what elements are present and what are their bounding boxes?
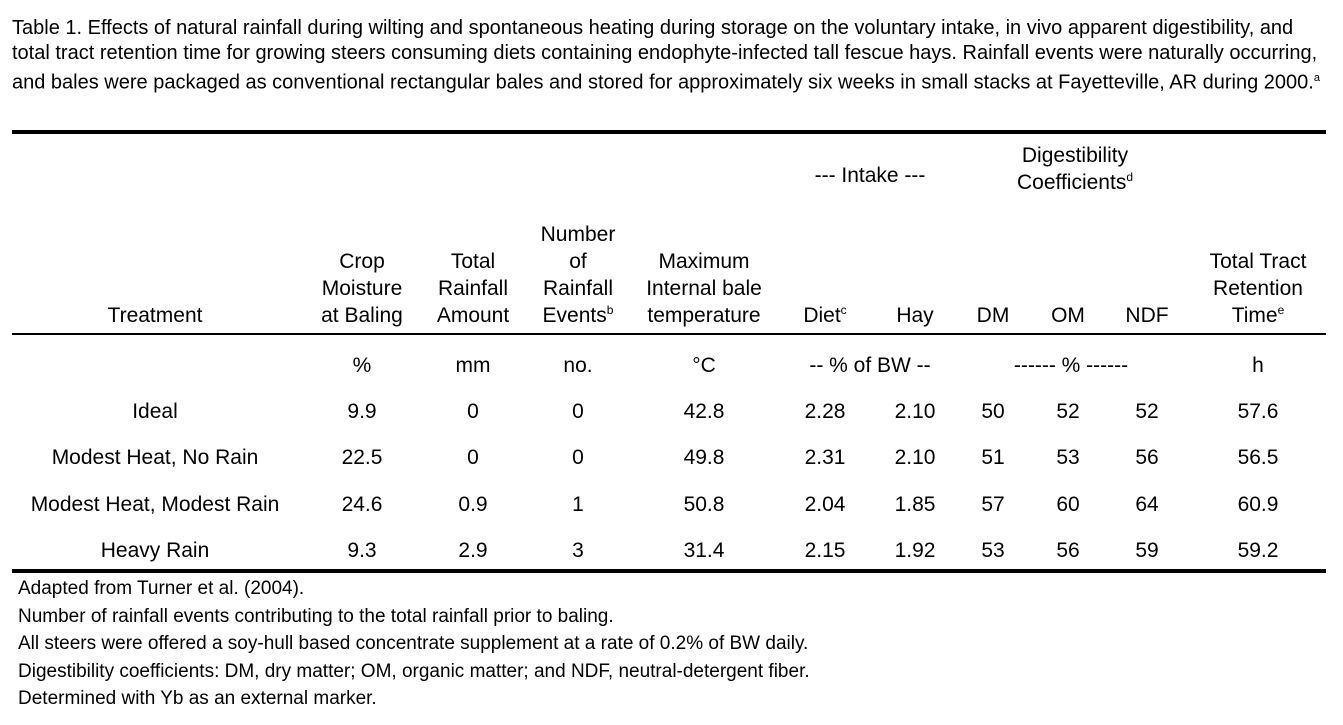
- col-header-ndf: NDF: [1125, 304, 1169, 327]
- cell-treatment: Modest Heat, No Rain: [51, 446, 259, 469]
- caption-footnote-marker: a: [1313, 72, 1320, 84]
- cell-dm: 50: [981, 400, 1005, 423]
- cell-diet: 2.04: [804, 493, 846, 516]
- col-header-retention: Total Tract Retention Timee: [1192, 248, 1324, 329]
- cell-treatment: Heavy Rain: [100, 539, 210, 562]
- col-header-crop-moisture: Crop Moisture at Baling: [308, 248, 416, 329]
- col-header-total-rainfall-line: Rainfall: [437, 277, 509, 300]
- cell-retention: 60.9: [1237, 493, 1279, 516]
- col-header-treatment: Treatment: [107, 304, 203, 327]
- col-header-retention-line: Total Tract: [1209, 250, 1307, 273]
- col-header-crop-moisture-line: Crop: [339, 250, 385, 273]
- cell-ndf: 52: [1135, 400, 1159, 423]
- top-rule: [12, 130, 1326, 134]
- cell-treatment: Ideal: [132, 400, 178, 423]
- cell-total-rainfall: 0: [467, 446, 479, 469]
- footnote: Digestibility coefficients: DM, dry matt…: [18, 660, 810, 682]
- cell-rainfall-events: 0: [572, 446, 584, 469]
- col-header-total-rainfall-line: Amount: [436, 304, 510, 327]
- footnote: Number of rainfall events contributing t…: [18, 605, 614, 627]
- cell-retention: 57.6: [1237, 400, 1279, 423]
- cell-max-temp: 42.8: [683, 400, 725, 423]
- cell-retention: 56.5: [1237, 446, 1279, 469]
- cell-om: 53: [1056, 446, 1080, 469]
- cell-hay: 1.92: [894, 539, 936, 562]
- cell-crop-moisture: 24.6: [341, 493, 383, 516]
- table-caption: Table 1. Effects of natural rainfall dur…: [12, 16, 1332, 96]
- cell-retention: 59.2: [1237, 539, 1279, 562]
- col-header-total-rainfall: Total Rainfall Amount: [424, 248, 522, 329]
- cell-om: 56: [1056, 539, 1080, 562]
- cell-max-temp: 31.4: [683, 539, 725, 562]
- footnotes: Adapted from Turner et al. (2004). Numbe…: [18, 575, 810, 713]
- cell-om: 52: [1056, 400, 1080, 423]
- col-header-retention-line: Retention: [1213, 277, 1303, 300]
- col-header-max-temp-line: Maximum: [658, 250, 750, 273]
- unit-retention: h: [1252, 354, 1264, 377]
- unit-max-temp: °C: [692, 354, 716, 377]
- col-header-crop-moisture-line: at Baling: [321, 304, 403, 327]
- col-header-retention-line: Timee: [1231, 303, 1285, 327]
- unit-total-rainfall: mm: [455, 354, 491, 377]
- col-header-rainfall-events-line: Eventsb: [542, 303, 614, 327]
- digestibility-header-line1: Digestibility: [1021, 144, 1129, 167]
- digestibility-header-line2: Coefficientsd: [1016, 170, 1134, 194]
- col-header-diet: Dietc: [803, 303, 847, 327]
- cell-dm: 57: [981, 493, 1005, 516]
- col-header-rainfall-events-line: Number: [540, 223, 616, 246]
- col-header-rainfall-events: Number of Rainfall Eventsb: [528, 221, 628, 329]
- unit-crop-moisture: %: [352, 354, 372, 377]
- cell-hay: 2.10: [894, 446, 936, 469]
- intake-group-header: --- Intake ---: [814, 164, 926, 187]
- cell-crop-moisture: 22.5: [341, 446, 383, 469]
- cell-diet: 2.28: [804, 400, 846, 423]
- cell-crop-moisture: 9.9: [347, 400, 377, 423]
- caption-text: Table 1. Effects of natural rainfall dur…: [12, 17, 1318, 94]
- cell-dm: 53: [981, 539, 1005, 562]
- unit-intake: -- % of BW --: [809, 354, 931, 377]
- footnote: Determined with Yb as an external marker…: [18, 688, 377, 709]
- col-header-max-temp-line: temperature: [647, 304, 761, 327]
- cell-total-rainfall: 0.9: [458, 493, 488, 516]
- digestibility-footnote-marker: d: [1126, 170, 1134, 184]
- cell-total-rainfall: 2.9: [458, 539, 488, 562]
- diet-footnote-marker: c: [840, 303, 847, 317]
- cell-ndf: 59: [1135, 539, 1159, 562]
- cell-diet: 2.31: [804, 446, 846, 469]
- footnote: All steers were offered a soy-hull based…: [18, 633, 809, 654]
- cell-om: 60: [1056, 493, 1080, 516]
- unit-rainfall-events: no.: [563, 354, 593, 377]
- cell-rainfall-events: 0: [572, 400, 584, 423]
- cell-treatment: Modest Heat, Modest Rain: [30, 493, 280, 516]
- cell-hay: 2.10: [894, 400, 936, 423]
- bottom-rule: [12, 569, 1326, 573]
- cell-rainfall-events: 3: [572, 539, 584, 562]
- col-header-max-temp: Maximum Internal bale temperature: [632, 248, 776, 329]
- col-header-max-temp-line: Internal bale: [646, 277, 762, 300]
- col-header-rainfall-events-line: of: [569, 250, 587, 273]
- col-header-hay: Hay: [896, 304, 934, 327]
- col-header-total-rainfall-line: Total: [450, 250, 496, 273]
- cell-max-temp: 50.8: [683, 493, 725, 516]
- cell-diet: 2.15: [804, 539, 846, 562]
- unit-digestibility: ------ % ------: [1013, 354, 1129, 377]
- col-header-crop-moisture-line: Moisture: [321, 277, 403, 300]
- cell-total-rainfall: 0: [467, 400, 479, 423]
- cell-crop-moisture: 9.3: [347, 539, 377, 562]
- digestibility-group-header: Digestibility Coefficientsd: [980, 142, 1170, 196]
- cell-ndf: 56: [1135, 446, 1159, 469]
- footnote: Adapted from Turner et al. (2004).: [18, 578, 305, 599]
- cell-rainfall-events: 1: [572, 493, 584, 516]
- retention-footnote-marker: e: [1277, 303, 1285, 317]
- header-rule: [12, 333, 1326, 335]
- rainfall-events-footnote-marker: b: [606, 303, 614, 317]
- col-header-om: OM: [1051, 304, 1085, 327]
- cell-ndf: 64: [1135, 493, 1159, 516]
- cell-hay: 1.85: [894, 493, 936, 516]
- cell-max-temp: 49.8: [683, 446, 725, 469]
- cell-dm: 51: [981, 446, 1005, 469]
- col-header-dm: DM: [976, 304, 1010, 327]
- col-header-rainfall-events-line: Rainfall: [542, 277, 614, 300]
